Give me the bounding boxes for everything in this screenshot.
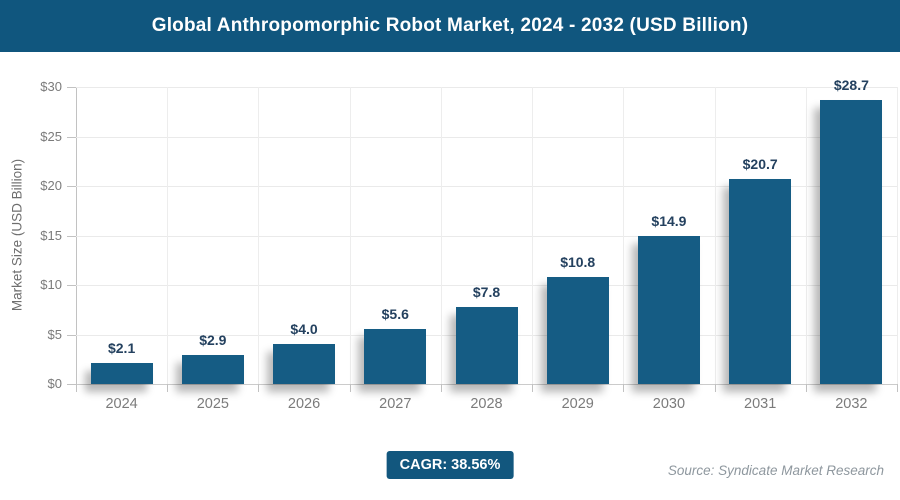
plot-area: $0 $5 $10 $15 $20 $25 $30 $2.1 2024 $2.9 2025 $4.0 2… (40, 77, 898, 412)
bar-value-label: $7.8 (472, 283, 501, 300)
gridline-horizontal (76, 87, 897, 88)
bar-value-label: $28.7 (833, 76, 869, 93)
bar (820, 99, 883, 384)
gridline-vertical (897, 87, 898, 384)
gridline-vertical (714, 87, 716, 384)
gridline-vertical (258, 87, 260, 384)
x-axis-label: 2025 (196, 396, 229, 412)
x-axis-label: 2029 (561, 396, 594, 412)
gridline-horizontal (76, 186, 897, 187)
chart-title-banner: Global Anthropomorphic Robot Market, 202… (0, 0, 900, 52)
y-axis-tick-label: $25 (40, 128, 62, 144)
x-axis-tick (532, 384, 534, 392)
y-axis-tick (67, 136, 76, 138)
x-axis-label: 2030 (652, 396, 686, 412)
y-axis-tick (67, 87, 76, 88)
x-axis-tick (258, 384, 260, 392)
y-axis-tick-label: $5 (47, 326, 62, 342)
gridline-horizontal (76, 235, 897, 237)
gridline-vertical (167, 87, 169, 384)
gridline-vertical (349, 87, 351, 384)
bar (273, 344, 336, 384)
x-axis-tick (714, 384, 716, 392)
gridline-vertical (440, 87, 442, 384)
x-axis-tick (167, 384, 169, 392)
y-axis-tick (67, 384, 76, 385)
y-axis-tick (67, 334, 76, 336)
y-axis-tick-label: $10 (40, 277, 62, 292)
y-axis-tick (67, 235, 76, 237)
bar (637, 236, 700, 384)
gridline-horizontal (76, 136, 897, 138)
bar-value-label: $4.0 (290, 321, 318, 338)
x-axis-label: 2027 (379, 396, 412, 412)
x-axis-tick (440, 384, 442, 392)
bar-value-label: $5.6 (381, 305, 409, 322)
x-axis-label: 2031 (744, 396, 777, 412)
gridline-vertical (805, 87, 807, 384)
x-axis-tick (76, 384, 77, 392)
bar (90, 363, 153, 384)
x-axis-label: 2026 (287, 396, 321, 412)
bar-value-label: $10.8 (560, 254, 596, 271)
y-axis-tick-label: $30 (40, 79, 62, 94)
y-axis-tick (67, 186, 76, 187)
bar (455, 306, 518, 384)
bar-value-label: $2.1 (107, 340, 136, 357)
bar-value-label: $20.7 (742, 156, 778, 173)
gridline-horizontal (76, 285, 897, 286)
cagr-badge: CAGR: 38.56% (386, 451, 514, 479)
y-axis-tick-label: $20 (40, 178, 62, 193)
x-axis-label: 2032 (835, 396, 868, 412)
chart-title: Global Anthropomorphic Robot Market, 202… (151, 15, 749, 36)
x-axis-label: 2024 (105, 396, 138, 412)
x-axis-tick (349, 384, 351, 392)
bar (181, 355, 244, 384)
bar (364, 328, 427, 384)
y-axis-tick-label: $15 (40, 227, 62, 243)
gridline-vertical (532, 87, 534, 384)
bar-value-label: $2.9 (199, 332, 227, 349)
x-axis-tick (623, 384, 625, 392)
gridline-horizontal (76, 384, 897, 385)
gridline-vertical (623, 87, 625, 384)
x-axis-tick (805, 384, 807, 392)
bar (729, 179, 792, 384)
source-attribution: Source: Syndicate Market Research (667, 463, 884, 478)
x-axis-tick (897, 384, 898, 392)
y-axis-tick (67, 285, 76, 286)
x-axis-label: 2028 (470, 396, 503, 412)
bar (546, 277, 609, 384)
y-axis-tick-label: $0 (47, 376, 62, 391)
bar-value-label: $14.9 (651, 213, 687, 230)
